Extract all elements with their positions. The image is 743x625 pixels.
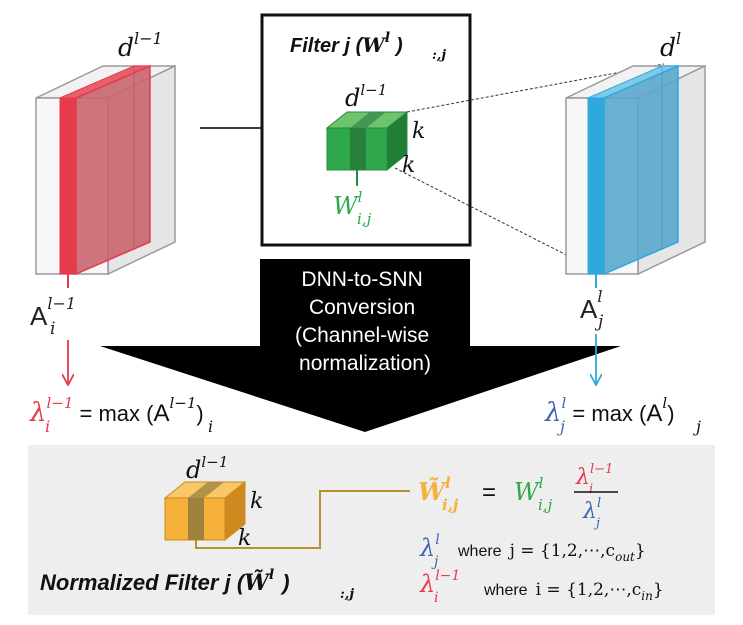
right-activation-sub: j (594, 312, 604, 332)
where-j-text: where j = {1,2,⋯,cout} (457, 541, 646, 564)
normalized-filter-title: Normalized Filter j (W̃l) (40, 567, 290, 596)
lambda-right-arg-sub: j (693, 417, 701, 436)
filter-weight-sub: i,j (357, 210, 372, 228)
norm-cube-slice (188, 498, 204, 540)
normalized-panel (28, 445, 715, 615)
right-activation-label: Al (580, 287, 602, 324)
norm-formula-w-sub: i,j (538, 496, 553, 514)
conversion-text: DNN-to-SNN Conversion (Channel-wise norm… (295, 268, 435, 375)
norm-k-top: k (250, 489, 263, 514)
left-depth-label: dl−1 (118, 29, 163, 62)
filter-title-sub: :,j (432, 48, 446, 63)
filter-k-bottom: k (402, 153, 415, 178)
norm-depth-label: dl−1 (186, 453, 228, 484)
conversion-line-3: (Channel-wise (295, 324, 429, 347)
norm-formula-numerator: λl−1 (575, 462, 613, 490)
filter-cube-slice (350, 128, 366, 170)
lambda-right-sub: j (557, 417, 565, 436)
normalized-filter-cube (163, 480, 247, 542)
norm-formula-lhs: W̃l (418, 474, 451, 506)
where-i-lambda: λl−1 (419, 568, 460, 598)
where-j-lambda: λl (419, 532, 440, 562)
right-channel-slice-side (603, 64, 679, 276)
lambda-left-arg-sub: i (208, 417, 213, 436)
norm-k-bottom: k (238, 526, 251, 551)
where-j-lambda-sub: j (431, 554, 439, 570)
filter-depth-label: dl−1 (345, 81, 387, 112)
projection-line-bottom (394, 167, 597, 271)
where-i-lambda-sub: i (434, 590, 438, 606)
lambda-right-equation: λl = max (Al) (544, 394, 675, 428)
left-feature-map (35, 64, 176, 288)
normalized-filter-title-sub: :,j (340, 587, 354, 602)
filter-title: Filter j (Wl) (290, 30, 403, 57)
left-channel-slice-side (75, 64, 151, 276)
right-channel-slice-front (587, 97, 605, 275)
norm-formula-denominator: λl (582, 496, 601, 524)
norm-formula-num-sub: i (589, 482, 593, 497)
filter-cube (325, 110, 409, 186)
right-feature-map (565, 64, 706, 288)
conversion-line-1: DNN-to-SNN (301, 268, 422, 291)
lambda-left-equation: λl−1 = max (Al−1) (29, 394, 204, 428)
right-depth-label: dl (660, 29, 681, 62)
filter-cube-slice-top (350, 112, 386, 128)
norm-connector (195, 490, 410, 549)
conversion-arrow (100, 259, 621, 432)
norm-formula-lhs-sub: i,j (442, 496, 459, 514)
conversion-line-4: normalization) (299, 352, 431, 375)
left-activation-label: Al−1 (30, 294, 76, 331)
norm-cube-slice-top (188, 482, 224, 498)
filter-weight-label: Wl (333, 188, 363, 220)
left-activation-sub: i (50, 319, 55, 339)
filter-k-top: k (412, 119, 425, 144)
where-i-text: where i = {1,2,⋯,cin} (483, 580, 664, 603)
norm-formula-den-sub: j (593, 516, 600, 531)
left-channel-slice-front (59, 97, 77, 275)
conversion-line-2: Conversion (309, 296, 415, 319)
norm-formula-w: Wl (514, 474, 544, 506)
norm-formula-eq: = (482, 479, 496, 506)
lambda-left-sub: i (45, 417, 50, 436)
